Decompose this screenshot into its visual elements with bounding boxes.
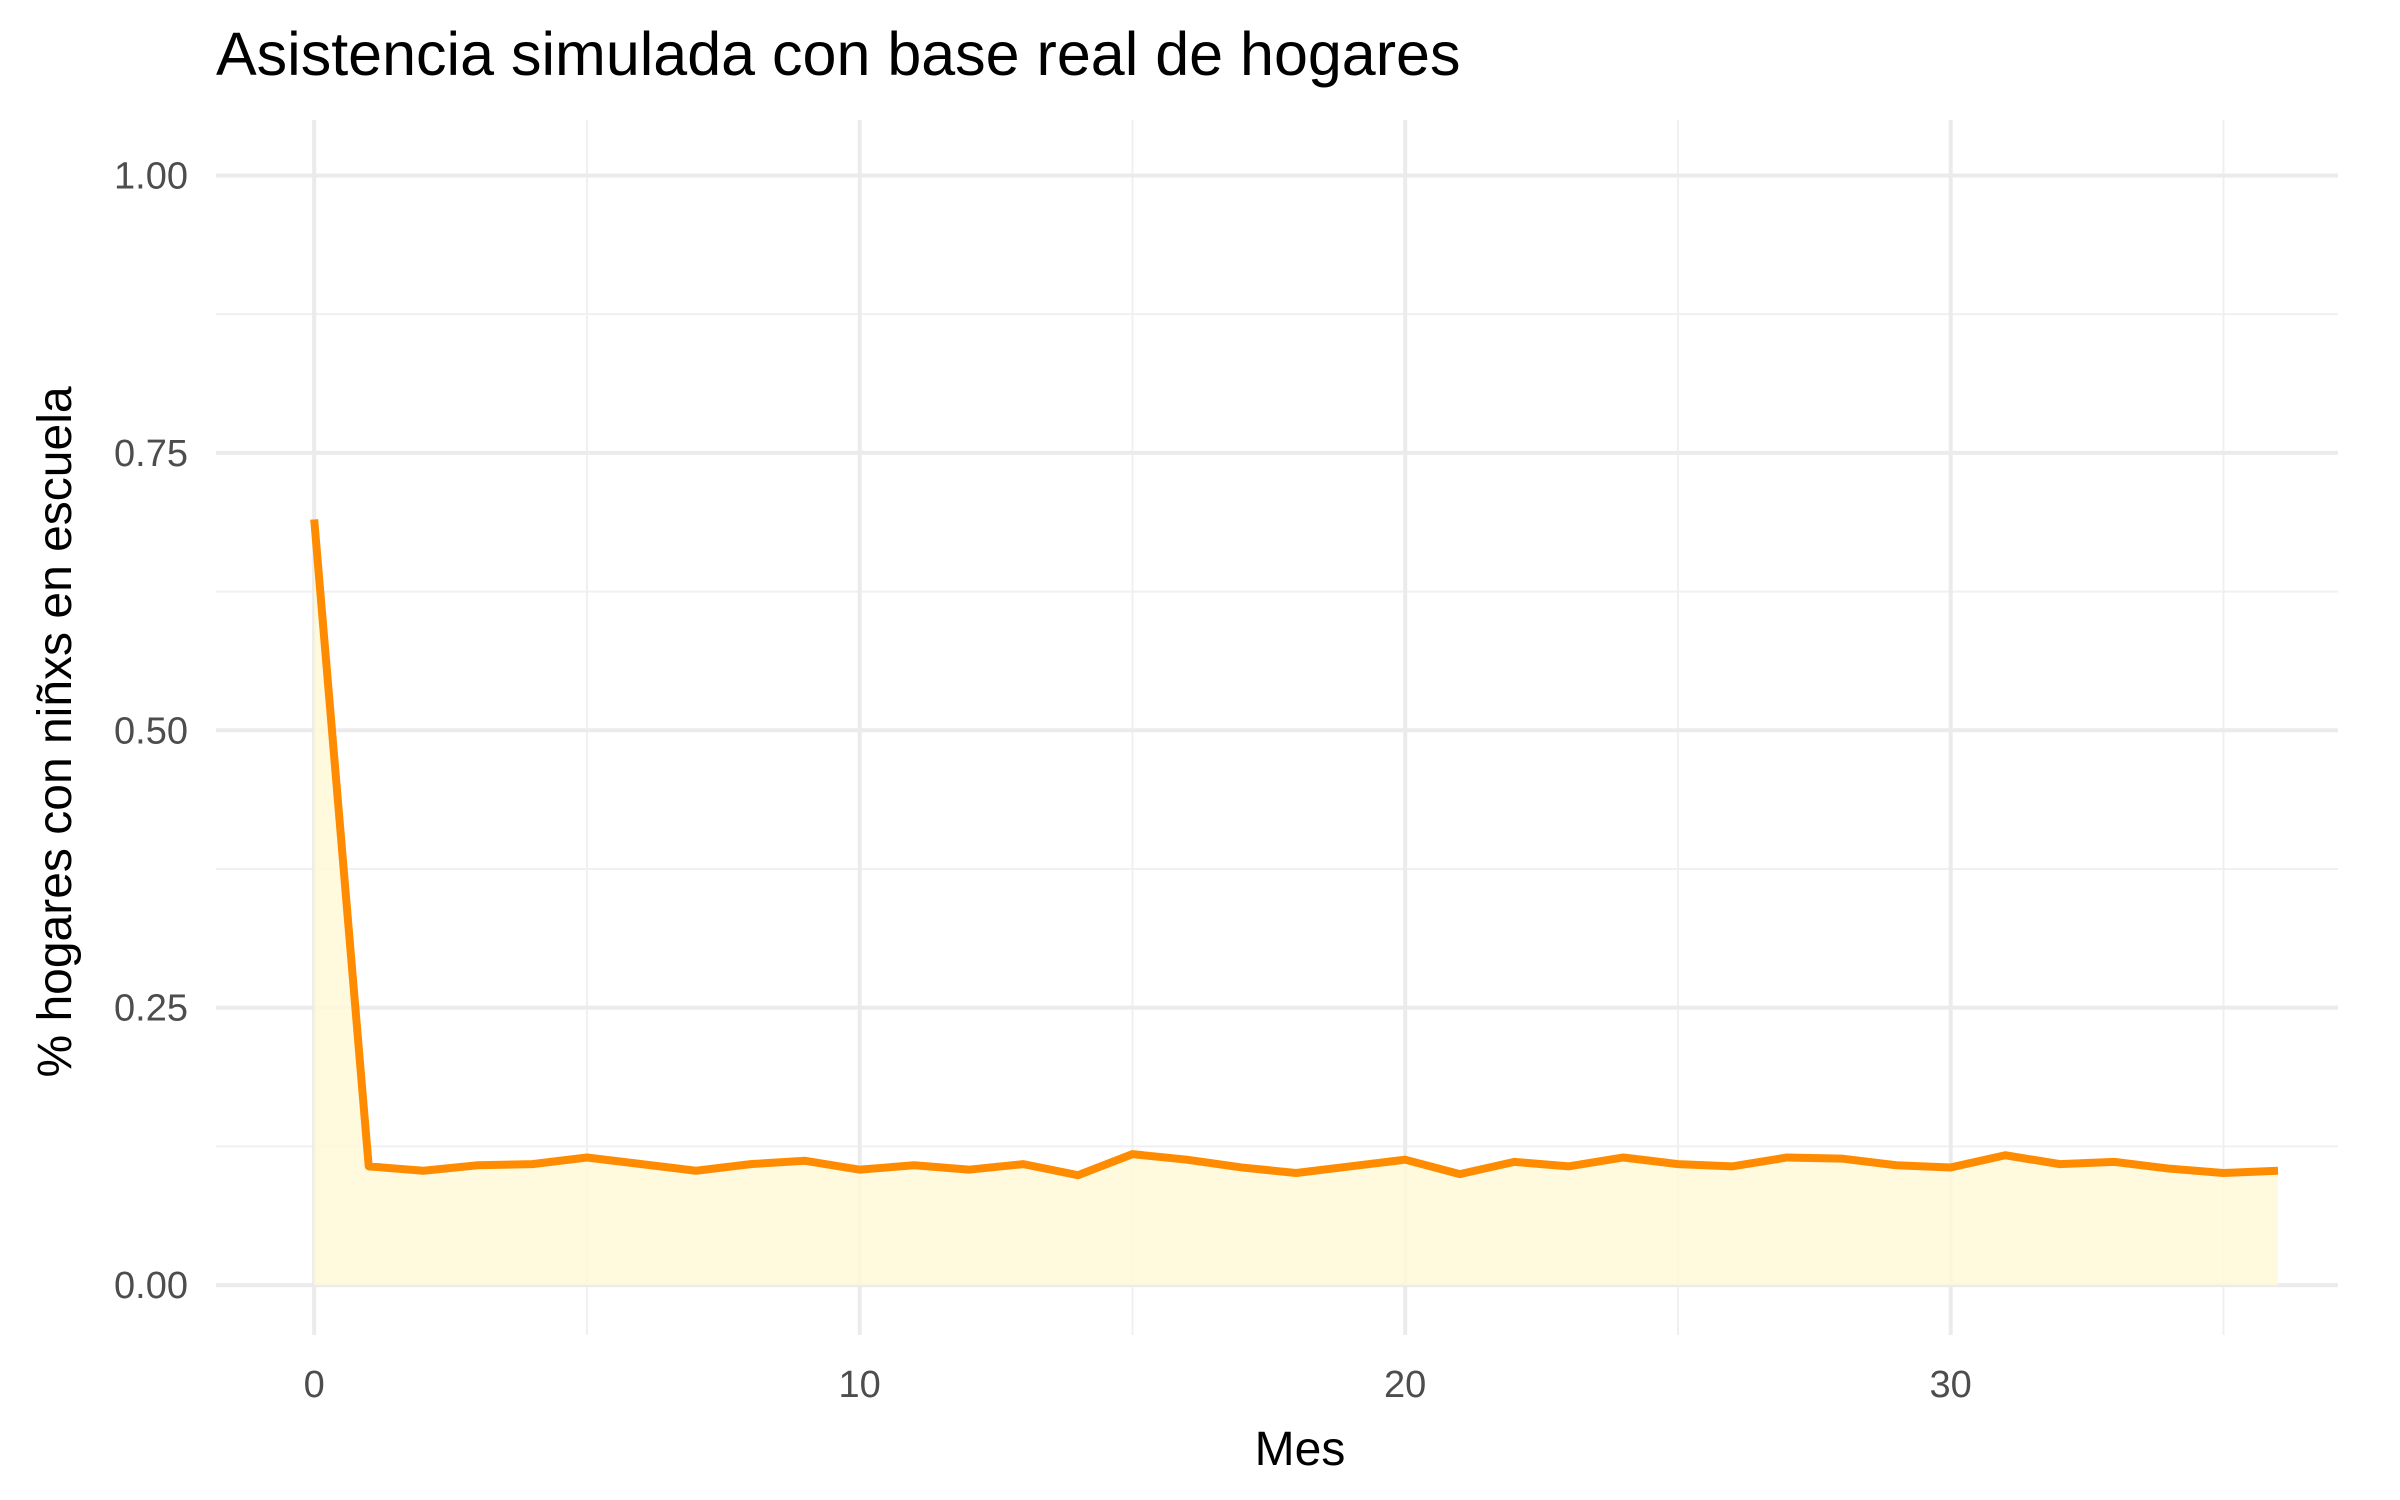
data-point xyxy=(1128,1150,1136,1158)
data-point xyxy=(1401,1156,1409,1164)
y-axis-tick-labels: 0.00 0.25 0.50 0.75 1.00 xyxy=(114,155,188,1307)
data-point xyxy=(965,1166,973,1174)
data-point xyxy=(1510,1158,1518,1166)
data-point xyxy=(474,1161,482,1169)
series-line-0 xyxy=(310,519,2279,1180)
data-point xyxy=(1838,1155,1846,1163)
data-point xyxy=(1728,1162,1736,1170)
x-axis-tick-labels: 0 10 20 30 xyxy=(304,1364,1972,1406)
y-tick-label: 0.75 xyxy=(114,433,188,475)
x-tick-label: 30 xyxy=(1930,1364,1972,1406)
data-point xyxy=(419,1167,427,1175)
y-tick-label: 0.50 xyxy=(114,710,188,752)
data-point xyxy=(583,1153,591,1161)
data-point xyxy=(1565,1162,1573,1170)
data-point xyxy=(2001,1151,2009,1159)
data-point xyxy=(1019,1160,1027,1168)
data-point xyxy=(856,1166,864,1174)
y-tick-label: 1.00 xyxy=(114,155,188,197)
data-point xyxy=(2165,1165,2173,1173)
data-point xyxy=(1183,1156,1191,1164)
minor-gridlines xyxy=(216,120,2338,1335)
data-point xyxy=(1456,1170,1464,1178)
data-point xyxy=(692,1167,700,1175)
data-point xyxy=(637,1160,645,1168)
data-point xyxy=(1074,1171,1082,1179)
chart-title: Asistencia simulada con base real de hog… xyxy=(216,20,1460,88)
y-tick-label: 0.00 xyxy=(114,1265,188,1307)
data-point xyxy=(2219,1169,2227,1177)
data-point xyxy=(1292,1169,1300,1177)
data-point xyxy=(910,1161,918,1169)
data-point xyxy=(1347,1162,1355,1170)
data-point xyxy=(1238,1163,1246,1171)
data-point xyxy=(2274,1167,2282,1175)
series-area-0 xyxy=(314,519,2278,1286)
data-point xyxy=(747,1160,755,1168)
data-point xyxy=(310,515,318,523)
y-axis-title: % hogares con niñxs en escuela xyxy=(29,386,82,1077)
data-point xyxy=(1674,1160,1682,1168)
x-tick-label: 10 xyxy=(839,1364,881,1406)
data-point xyxy=(1892,1161,1900,1169)
data-point xyxy=(1783,1153,1791,1161)
major-gridlines xyxy=(216,120,2338,1335)
data-point xyxy=(1619,1153,1627,1161)
data-point xyxy=(2056,1160,2064,1168)
data-point xyxy=(1947,1163,1955,1171)
data-point xyxy=(365,1162,373,1170)
data-point xyxy=(528,1160,536,1168)
x-tick-label: 20 xyxy=(1384,1364,1426,1406)
x-axis-title: Mes xyxy=(1255,1423,1346,1476)
data-point xyxy=(801,1157,809,1165)
x-tick-label: 0 xyxy=(304,1364,325,1406)
series-layer xyxy=(310,515,2282,1286)
y-tick-label: 0.25 xyxy=(114,988,188,1030)
data-point xyxy=(2110,1158,2118,1166)
